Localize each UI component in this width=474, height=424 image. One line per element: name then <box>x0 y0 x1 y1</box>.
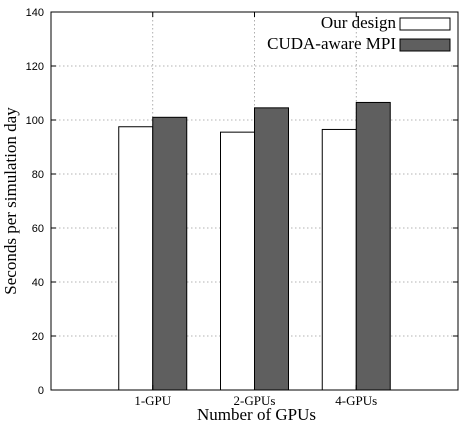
y-axis-label: Seconds per simulation day <box>1 107 20 295</box>
y-tick-label: 140 <box>26 7 44 19</box>
x-tick-label: 1-GPU <box>134 393 171 408</box>
x-axis-label: Number of GPUs <box>197 405 316 424</box>
bar-cuda-aware-mpi-1 <box>254 107 289 391</box>
x-tick-label: 2-GPUs <box>234 393 276 408</box>
plot-frame <box>50 11 459 391</box>
legend-label-our-design: Our design <box>321 13 397 32</box>
legend-label-cuda-aware-mpi: CUDA-aware MPI <box>267 34 396 53</box>
legend-swatch-cuda-aware-mpi <box>399 38 451 52</box>
y-tick-label: 80 <box>32 169 44 181</box>
y-tick-label: 0 <box>38 385 44 397</box>
y-tick-label: 20 <box>32 331 44 343</box>
legend-swatch-our-design <box>399 17 451 31</box>
y-tick-label: 120 <box>26 61 44 73</box>
bars <box>118 101 391 391</box>
bar-our-design-0 <box>118 126 154 391</box>
bar-our-design-1 <box>220 131 255 391</box>
axes <box>50 11 459 391</box>
y-tick-label: 100 <box>26 115 44 127</box>
bar-cuda-aware-mpi-2 <box>355 101 391 391</box>
bar-our-design-2 <box>321 128 357 391</box>
bar-cuda-aware-mpi-0 <box>152 116 188 391</box>
y-tick-label: 60 <box>32 223 44 235</box>
x-tick-label: 4-GPUs <box>335 393 377 408</box>
tick-labels: 0 20 40 60 80 100 120 140 1-GPU 2-GPUs 4-GPUs <box>26 7 378 408</box>
y-tick-label: 40 <box>32 277 44 289</box>
legend: Our design CUDA-aware MPI <box>267 13 451 53</box>
